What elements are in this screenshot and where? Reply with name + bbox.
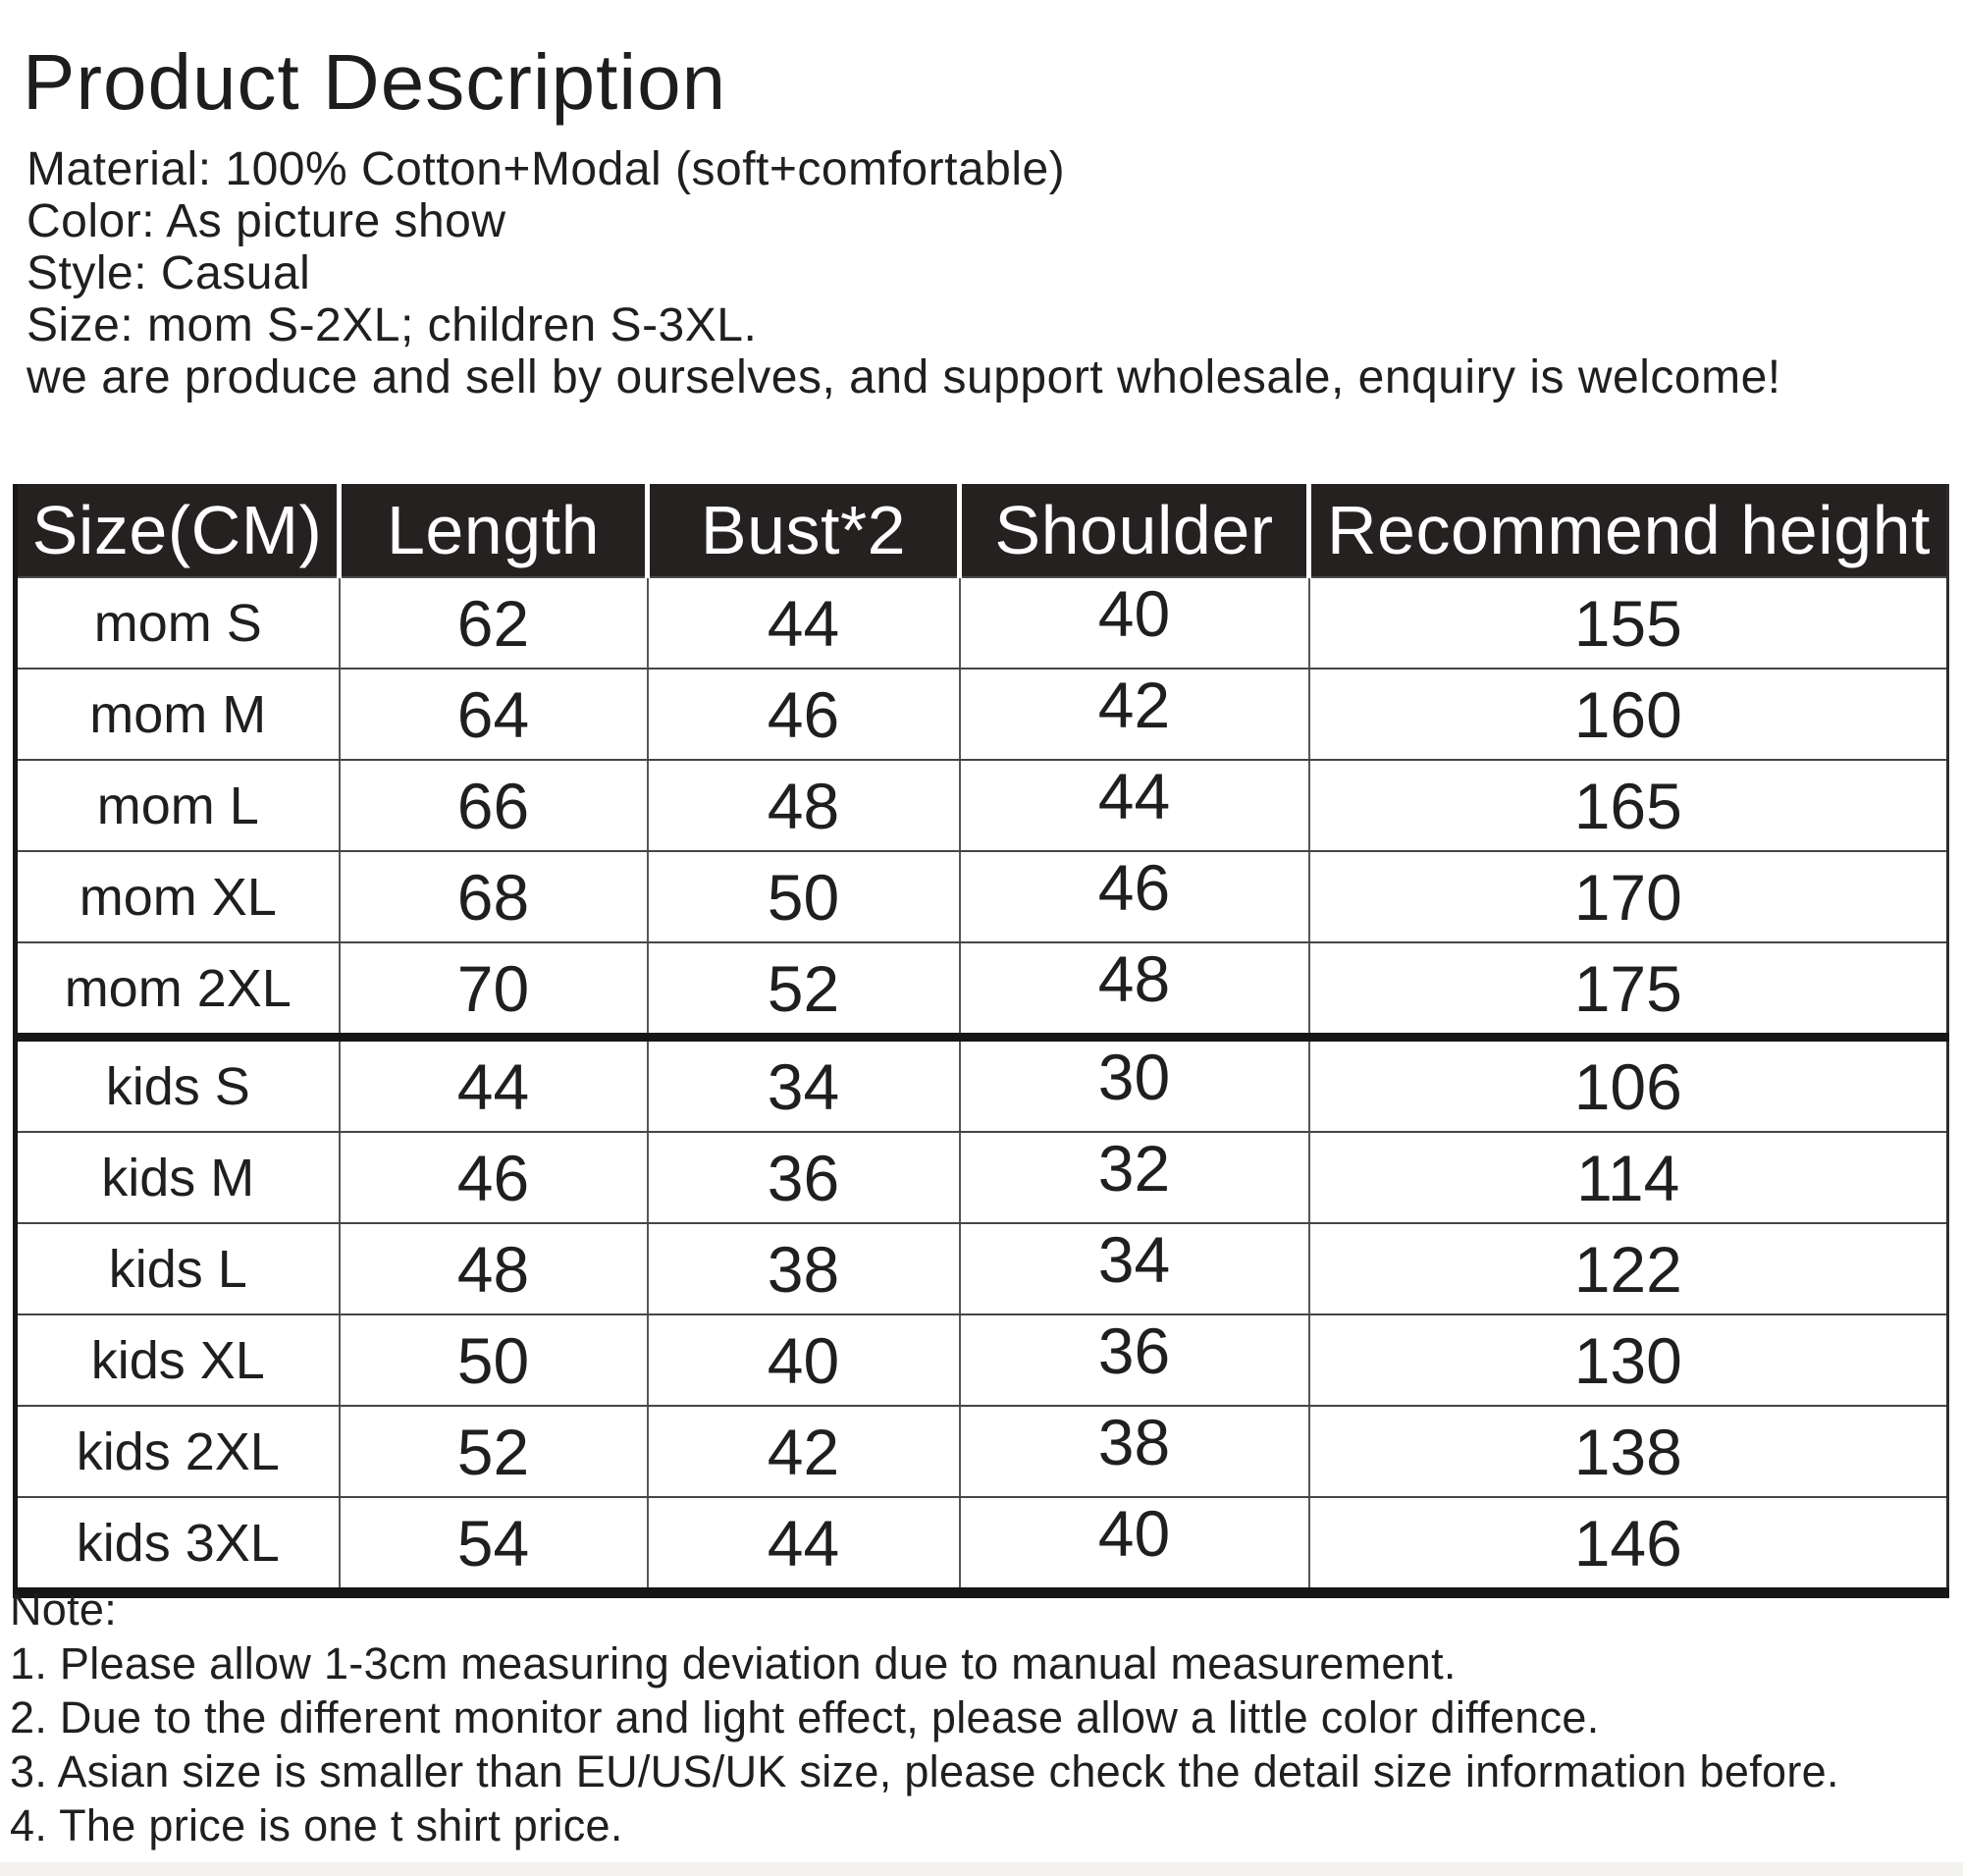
- note-item-3: 3. Asian size is smaller than EU/US/UK s…: [10, 1746, 1839, 1796]
- height-cell: 130: [1308, 1314, 1948, 1407]
- size-label-cell: mom M: [15, 669, 341, 761]
- table-row-mom-l: mom L 66 48 44 165: [15, 760, 1948, 852]
- bust-cell: 46: [647, 669, 961, 761]
- table-row-mom-m: mom M 64 46 42 160: [15, 669, 1948, 761]
- notes-heading: Note:: [10, 1584, 118, 1635]
- table-row-kids-3xl: kids 3XL 54 44 40 146: [15, 1497, 1948, 1593]
- table-header-row: Size(CM) Length Bust*2 Shoulder Recommen…: [15, 484, 1948, 578]
- length-cell: 70: [339, 942, 649, 1039]
- shoulder-cell: 46: [959, 851, 1310, 943]
- height-cell: 114: [1308, 1132, 1948, 1224]
- product-info: Material: 100% Cotton+Modal (soft+comfor…: [27, 143, 1950, 403]
- col-header-bust: Bust*2: [647, 484, 962, 578]
- size-label-cell: kids XL: [15, 1314, 341, 1407]
- bottom-edge-strip: [0, 1862, 1963, 1876]
- length-cell: 54: [339, 1497, 649, 1593]
- shoulder-cell: 30: [959, 1033, 1310, 1133]
- height-cell: 146: [1308, 1497, 1948, 1593]
- table-row-kids-m: kids M 46 36 32 114: [15, 1132, 1948, 1224]
- length-cell: 68: [339, 851, 649, 943]
- shoulder-cell: 44: [959, 760, 1310, 852]
- size-chart-table: Size(CM) Length Bust*2 Shoulder Recommen…: [13, 484, 1949, 1598]
- bust-cell: 36: [647, 1132, 961, 1224]
- col-header-size: Size(CM): [15, 484, 342, 578]
- shoulder-cell: 38: [959, 1406, 1310, 1498]
- table-row-kids-2xl: kids 2XL 52 42 38 138: [15, 1406, 1948, 1498]
- length-cell: 44: [339, 1033, 649, 1133]
- height-cell: 175: [1308, 942, 1948, 1039]
- bust-cell: 44: [647, 577, 961, 670]
- shoulder-cell: 40: [959, 1497, 1310, 1593]
- size-label-cell: kids 2XL: [15, 1406, 341, 1498]
- height-cell: 138: [1308, 1406, 1948, 1498]
- size-label-cell: kids L: [15, 1223, 341, 1315]
- note-item-2: 2. Due to the different monitor and ligh…: [10, 1692, 1600, 1742]
- table-row-kids-xl: kids XL 50 40 36 130: [15, 1314, 1948, 1407]
- col-header-recommend-height: Recommend height: [1308, 484, 1948, 578]
- height-cell: 160: [1308, 669, 1948, 761]
- size-label-cell: mom XL: [15, 851, 341, 943]
- table-row-mom-2xl: mom 2XL 70 52 48 175: [15, 942, 1948, 1039]
- length-cell: 48: [339, 1223, 649, 1315]
- table-row-kids-s: kids S 44 34 30 106: [15, 1033, 1948, 1133]
- size-label-cell: mom S: [15, 577, 341, 670]
- info-color: Color: As picture show: [27, 195, 506, 247]
- shoulder-cell: 34: [959, 1223, 1310, 1315]
- shoulder-cell: 36: [959, 1314, 1310, 1407]
- bust-cell: 48: [647, 760, 961, 852]
- shoulder-cell: 48: [959, 942, 1310, 1039]
- size-label-cell: kids S: [15, 1033, 341, 1133]
- bust-cell: 40: [647, 1314, 961, 1407]
- info-style: Style: Casual: [27, 247, 311, 299]
- height-cell: 106: [1308, 1033, 1948, 1133]
- bust-cell: 38: [647, 1223, 961, 1315]
- height-cell: 170: [1308, 851, 1948, 943]
- height-cell: 165: [1308, 760, 1948, 852]
- col-header-shoulder: Shoulder: [959, 484, 1311, 578]
- bust-cell: 52: [647, 942, 961, 1039]
- table-row-mom-xl: mom XL 68 50 46 170: [15, 851, 1948, 943]
- shoulder-cell: 32: [959, 1132, 1310, 1224]
- info-size: Size: mom S-2XL; children S-3XL.: [27, 299, 758, 351]
- shoulder-cell: 42: [959, 669, 1310, 761]
- info-wholesale: we are produce and sell by ourselves, an…: [27, 351, 1781, 403]
- height-cell: 155: [1308, 577, 1948, 670]
- size-label-cell: mom 2XL: [15, 942, 341, 1039]
- info-material: Material: 100% Cotton+Modal (soft+comfor…: [27, 143, 1066, 195]
- height-cell: 122: [1308, 1223, 1948, 1315]
- size-label-cell: mom L: [15, 760, 341, 852]
- bust-cell: 42: [647, 1406, 961, 1498]
- bust-cell: 50: [647, 851, 961, 943]
- note-item-4: 4. The price is one t shirt price.: [10, 1800, 623, 1850]
- length-cell: 62: [339, 577, 649, 670]
- length-cell: 50: [339, 1314, 649, 1407]
- page-title: Product Description: [23, 38, 727, 126]
- notes-section: Note: 1. Please allow 1-3cm measuring de…: [10, 1582, 1958, 1852]
- size-label-cell: kids 3XL: [15, 1497, 341, 1593]
- bust-cell: 44: [647, 1497, 961, 1593]
- length-cell: 46: [339, 1132, 649, 1224]
- table-row-kids-l: kids L 48 38 34 122: [15, 1223, 1948, 1315]
- size-label-cell: kids M: [15, 1132, 341, 1224]
- col-header-length: Length: [339, 484, 650, 578]
- bust-cell: 34: [647, 1033, 961, 1133]
- note-item-1: 1. Please allow 1-3cm measuring deviatio…: [10, 1638, 1457, 1688]
- length-cell: 52: [339, 1406, 649, 1498]
- length-cell: 64: [339, 669, 649, 761]
- table-row-mom-s: mom S 62 44 40 155: [15, 577, 1948, 670]
- length-cell: 66: [339, 760, 649, 852]
- shoulder-cell: 40: [959, 577, 1310, 670]
